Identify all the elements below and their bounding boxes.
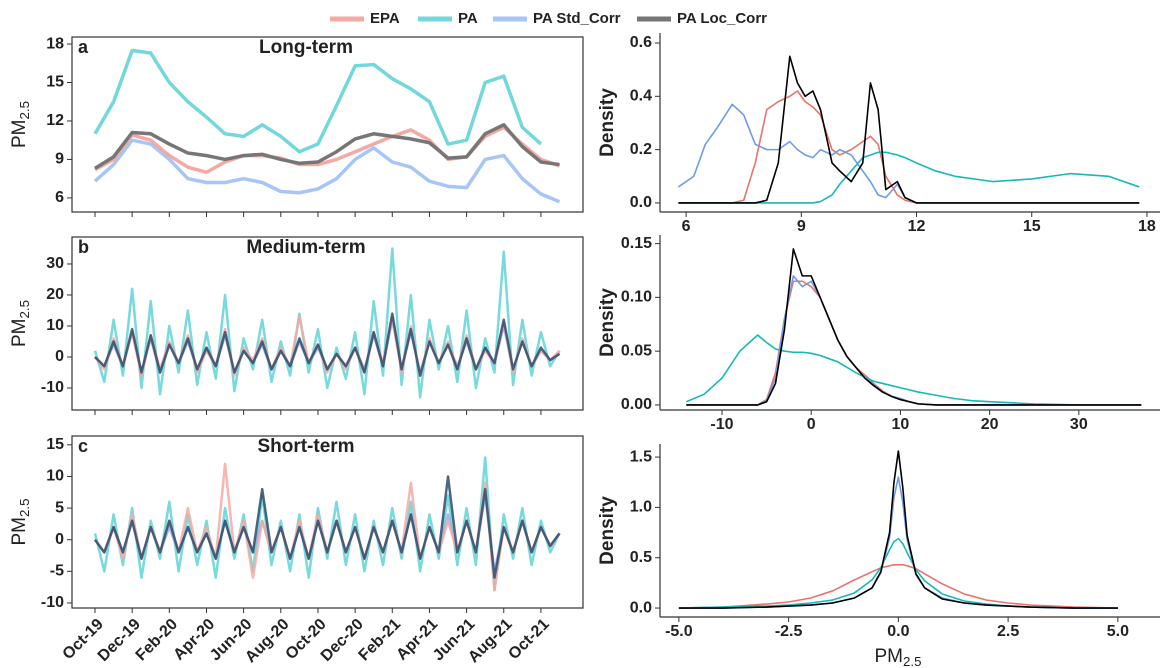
x-tick-label: 18 [1138, 218, 1156, 235]
series-line [678, 55, 1140, 204]
series-line [93, 48, 543, 154]
x-tick-label: 20 [981, 416, 999, 433]
y-tick-label: 0.4 [630, 88, 652, 105]
series-line [686, 280, 1142, 406]
legend-label: PA Loc_Corr [677, 10, 767, 27]
x-tick-label: -5.0 [665, 623, 693, 640]
series-line [93, 247, 561, 399]
series-line [93, 475, 561, 579]
x-tick-label: 9 [797, 218, 806, 235]
x-tick-label: Feb-20 [133, 616, 182, 665]
y-tick-label: 0.5 [630, 549, 652, 566]
y-tick-label: 6 [55, 189, 64, 206]
y-tick-label: -10 [41, 594, 64, 611]
y-tick-label: 0.0 [630, 599, 652, 616]
y-tick-label: 0 [55, 348, 64, 365]
y-tick-label: -10 [41, 379, 64, 396]
series-line [94, 123, 560, 170]
series-line [678, 450, 1118, 609]
y-tick-label: 0.0 [630, 194, 652, 211]
plot-frame [71, 236, 584, 411]
x-tick-label: 15 [1023, 218, 1041, 235]
x-tick-label: -2.5 [775, 623, 803, 640]
y-axis-label: Density [597, 88, 618, 157]
y-tick-label: 0.6 [630, 34, 652, 51]
x-tick-label: 2.5 [997, 623, 1019, 640]
series-line [94, 125, 561, 175]
axis-label-main: PM [9, 120, 30, 149]
x-tick-label: 30 [1070, 416, 1088, 433]
panel-title: Short-term [257, 436, 354, 457]
series-line [686, 275, 1142, 406]
y-tick-label: 12 [46, 112, 64, 129]
y-tick-label: 1.0 [630, 499, 652, 516]
plot-frame [71, 435, 584, 609]
x-tick-label: -10 [710, 416, 733, 433]
y-tick-label: 9 [55, 151, 64, 168]
series-line [686, 334, 1142, 406]
x-tick-label: 6 [682, 218, 691, 235]
series-line [94, 312, 561, 377]
y-tick-label: 0.15 [621, 235, 652, 252]
y-tick-label: 5 [55, 499, 64, 516]
axis-label: PM2.5 [9, 101, 32, 148]
x-tick-label: 5.0 [1107, 623, 1129, 640]
panel-letter: c [78, 436, 88, 456]
y-tick-label: 0.00 [621, 396, 652, 413]
y-tick-label: 0 [55, 531, 64, 548]
series-line [678, 90, 1140, 204]
y-tick-label: 15 [46, 436, 64, 453]
series-line [678, 476, 1118, 609]
y-tick-label: -5 [50, 563, 64, 580]
y-tick-label: 10 [46, 317, 64, 334]
axis-label-sub: 2.5 [903, 654, 922, 668]
legend-label: PA [458, 10, 478, 27]
y-tick-label: 15 [46, 74, 64, 91]
y-tick-label: 30 [46, 255, 64, 272]
axis-label-sub: 2.5 [17, 499, 32, 518]
panel-title: Medium-term [246, 237, 365, 258]
panel-title: Long-term [259, 37, 353, 58]
series-line [678, 537, 1118, 609]
y-tick-label: 20 [46, 286, 64, 303]
y-tick-label: 0.10 [621, 289, 652, 306]
x-tick-label: 0.0 [887, 623, 909, 640]
x-tick-label: 10 [892, 416, 910, 433]
y-tick-label: 1.5 [630, 448, 652, 465]
axis-label: PM2.5 [9, 499, 32, 546]
axis-label-main: PM [9, 517, 30, 546]
plot-frame [71, 36, 584, 213]
series-line [678, 151, 1140, 204]
legend-label: EPA [370, 10, 400, 27]
panel-letter: a [78, 37, 89, 57]
axis-label: PM2.5 [9, 300, 32, 347]
x-tick-label: Oct-21 [505, 616, 552, 663]
axis-label-sub: 2.5 [17, 300, 32, 319]
series-line [686, 248, 1142, 406]
axis-label-main: PM [875, 646, 904, 667]
series-line [93, 138, 561, 204]
y-axis-label: Density [597, 288, 618, 357]
axis-label-main: PM [9, 319, 30, 348]
legend-label: PA Std_Corr [533, 10, 621, 27]
x-tick-label: 12 [908, 218, 926, 235]
y-tick-label: 18 [46, 35, 64, 52]
axis-label: PM2.5 [875, 646, 922, 668]
y-tick-label: 0.2 [630, 141, 652, 158]
y-tick-label: 10 [46, 468, 64, 485]
x-tick-label: Feb-21 [356, 616, 405, 665]
y-tick-label: 0.05 [621, 342, 652, 359]
panel-letter: b [78, 237, 89, 257]
x-tick-label: 0 [807, 416, 816, 433]
series-line [93, 456, 561, 592]
y-axis-label: Density [597, 496, 618, 565]
series-line [678, 563, 1118, 609]
axis-label-sub: 2.5 [17, 101, 32, 120]
